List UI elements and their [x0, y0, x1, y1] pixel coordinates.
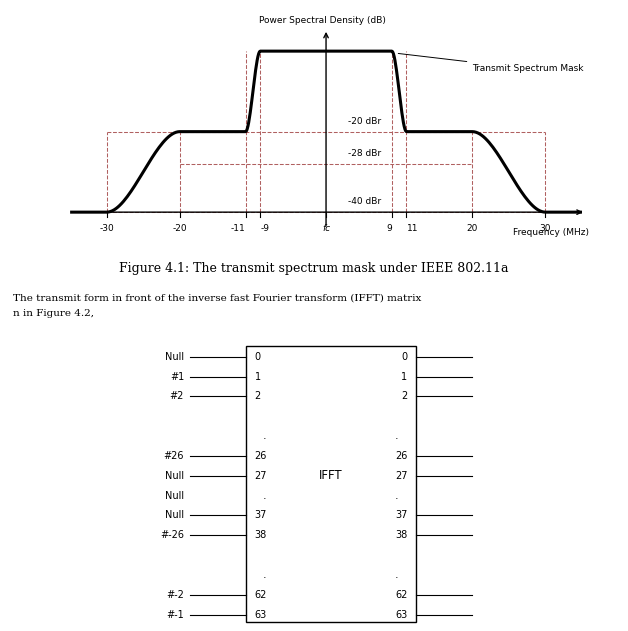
Text: 62: 62: [395, 590, 408, 600]
Text: -40 dBr: -40 dBr: [348, 197, 381, 206]
Text: Transmit Spectrum Mask: Transmit Spectrum Mask: [398, 54, 584, 73]
Text: .: .: [263, 491, 267, 500]
Text: .: .: [395, 431, 399, 441]
Text: 26: 26: [395, 451, 408, 461]
Text: 63: 63: [395, 610, 408, 620]
Text: 38: 38: [255, 530, 267, 540]
Text: 2: 2: [401, 391, 408, 401]
Text: 20: 20: [467, 224, 478, 233]
Text: IFFT: IFFT: [319, 469, 343, 482]
Text: fc: fc: [322, 224, 330, 233]
Text: 37: 37: [395, 510, 408, 521]
Text: .: .: [395, 491, 399, 500]
Text: #1: #1: [170, 372, 184, 382]
Text: 11: 11: [406, 224, 418, 233]
Text: 9: 9: [386, 224, 392, 233]
Text: Null: Null: [165, 471, 184, 481]
Text: #26: #26: [163, 451, 184, 461]
Text: 27: 27: [255, 471, 267, 481]
Text: #-2: #-2: [166, 590, 184, 600]
Text: -11: -11: [231, 224, 246, 233]
Text: 37: 37: [255, 510, 267, 521]
Text: Frequency (MHz): Frequency (MHz): [513, 228, 589, 237]
Text: 62: 62: [255, 590, 267, 600]
Text: Null: Null: [165, 510, 184, 521]
Text: -9: -9: [260, 224, 269, 233]
Text: #-1: #-1: [166, 610, 184, 620]
Bar: [246, 346, 416, 622]
Text: 38: 38: [395, 530, 408, 540]
Text: 30: 30: [539, 224, 551, 233]
Text: 63: 63: [255, 610, 267, 620]
Text: .: .: [263, 570, 267, 580]
Text: .: .: [395, 570, 399, 580]
Text: 26: 26: [255, 451, 267, 461]
Text: Null: Null: [165, 491, 184, 500]
Text: -28 dBr: -28 dBr: [348, 149, 381, 158]
Text: -20 dBr: -20 dBr: [348, 117, 381, 126]
Text: n in Figure 4.2,: n in Figure 4.2,: [13, 309, 94, 318]
Text: -30: -30: [99, 224, 114, 233]
Text: Power Spectral Density (dB): Power Spectral Density (dB): [259, 16, 386, 25]
Text: #-26: #-26: [160, 530, 184, 540]
Text: 1: 1: [255, 372, 261, 382]
Text: 0: 0: [401, 351, 408, 362]
Text: #2: #2: [170, 391, 184, 401]
Text: Figure 4.1: The transmit spectrum mask under IEEE 802.11a: Figure 4.1: The transmit spectrum mask u…: [119, 262, 509, 275]
Text: 27: 27: [395, 471, 408, 481]
Text: -20: -20: [173, 224, 187, 233]
Text: The transmit form in front of the inverse fast Fourier transform (IFFT) matrix: The transmit form in front of the invers…: [13, 293, 421, 302]
Text: 2: 2: [255, 391, 261, 401]
Text: .: .: [263, 431, 267, 441]
Text: 1: 1: [401, 372, 408, 382]
Text: Null: Null: [165, 351, 184, 362]
Text: 0: 0: [255, 351, 261, 362]
